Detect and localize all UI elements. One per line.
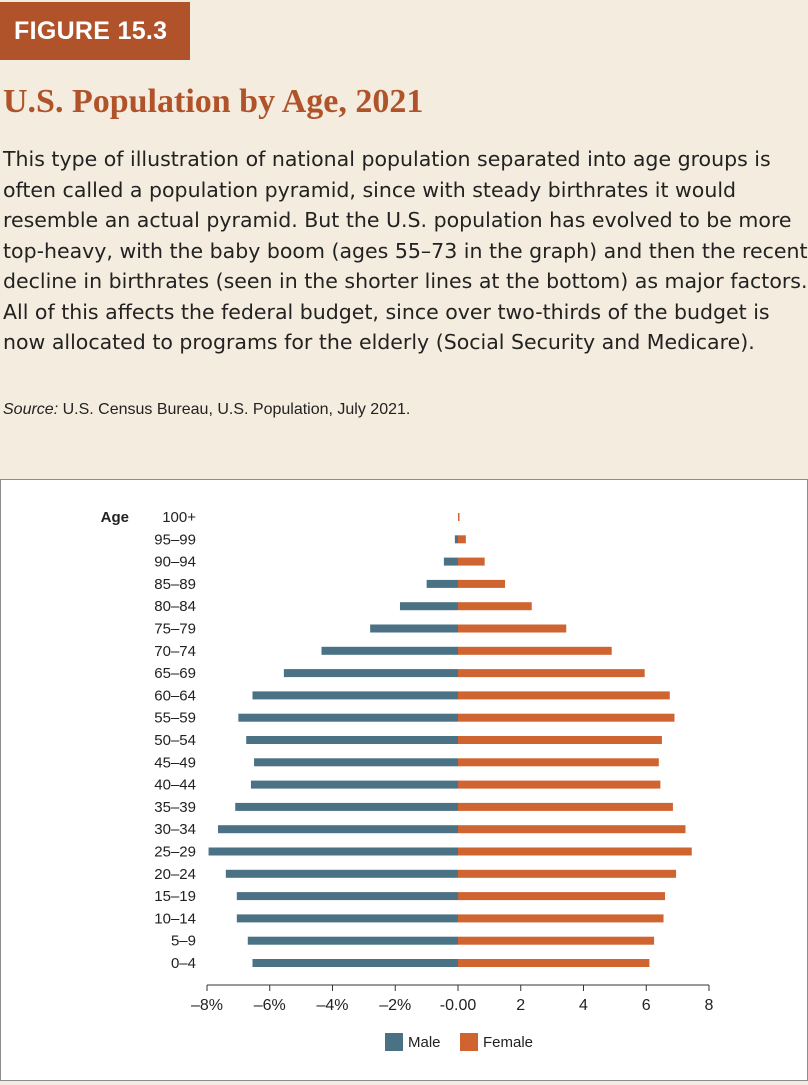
age-group-label: 80–84 [154, 598, 196, 615]
legend-female-swatch [460, 1033, 478, 1051]
female-bar [458, 780, 661, 789]
male-bar [443, 557, 458, 566]
population-pyramid-chart: Age 100+95–9990–9485–8980–8475–7970–7465–… [101, 509, 714, 1051]
male-bar [254, 758, 458, 767]
x-tick-label: –6% [254, 997, 286, 1014]
female-bar [458, 825, 686, 834]
age-group-label: 70–74 [154, 643, 196, 660]
age-group-label: 5–9 [171, 933, 196, 950]
female-bar [458, 557, 485, 566]
male-bar [283, 669, 458, 678]
female-bar [458, 914, 664, 923]
female-bar [458, 802, 673, 811]
male-bar [235, 802, 458, 811]
female-bar [458, 691, 670, 700]
female-bar [458, 847, 692, 856]
age-group-label: 15–19 [154, 888, 196, 905]
female-bar [458, 646, 612, 655]
male-bar [321, 646, 458, 655]
figure-label: FIGURE 15.3 [0, 2, 190, 60]
male-bar [246, 736, 458, 744]
female-bar [458, 892, 666, 901]
male-bar [399, 602, 458, 611]
x-tick-label: –8% [191, 997, 223, 1014]
female-bar [458, 669, 645, 678]
x-tick-label: 8 [705, 997, 714, 1014]
female-bar [458, 602, 532, 611]
male-bar [252, 691, 458, 700]
age-group-label: 30–34 [154, 821, 196, 838]
age-group-label: 100+ [162, 509, 196, 526]
age-group-label: 85–89 [154, 576, 196, 593]
chart-panel: Age 100+ 95–99 90–94 85–89 80–84 75–79 70–74 65–… [0, 479, 808, 1081]
female-bar [458, 535, 466, 544]
age-group-label: 25–29 [154, 844, 196, 861]
y-axis-label: Age [101, 509, 129, 526]
x-tick-label: 6 [642, 997, 651, 1014]
male-bar [225, 869, 458, 878]
male-bar [426, 579, 458, 588]
x-tick-label: 4 [579, 997, 588, 1014]
source-label: Source: [3, 401, 59, 418]
age-group-label: 40–44 [154, 777, 196, 794]
female-bar [458, 758, 659, 767]
source-line: Source: U.S. Census Bureau, U.S. Populat… [3, 401, 410, 419]
male-bar [247, 936, 458, 945]
male-bar [208, 847, 458, 856]
legend-male-label: Male [408, 1034, 441, 1051]
legend-male-swatch [385, 1033, 403, 1051]
male-bar [217, 825, 458, 834]
figure-title: U.S. Population by Age, 2021 [3, 83, 424, 120]
female-bar [458, 936, 655, 945]
male-bar [236, 892, 458, 901]
male-bar [238, 713, 458, 722]
age-group-label: 50–54 [154, 732, 196, 749]
female-bar [458, 579, 506, 588]
female-bar [458, 713, 675, 722]
age-group-label: 10–14 [154, 910, 196, 927]
female-bar [458, 513, 460, 521]
age-group-label: 60–64 [154, 687, 196, 704]
age-group-label: 0–4 [171, 955, 196, 972]
female-bar [458, 624, 567, 633]
female-bar [458, 959, 650, 967]
female-bar [458, 869, 677, 878]
age-group-label: 75–79 [154, 621, 196, 638]
male-bar [454, 535, 458, 544]
age-group-label: 35–39 [154, 799, 196, 816]
male-bar [370, 624, 458, 633]
source-text: U.S. Census Bureau, U.S. Population, Jul… [58, 401, 411, 418]
male-bar [252, 959, 458, 967]
age-group-label: 45–49 [154, 754, 196, 771]
age-group-label: 20–24 [154, 866, 196, 883]
x-tick-label: 2 [516, 997, 525, 1014]
x-tick-label: -0.00 [440, 997, 477, 1014]
figure-caption: This type of illustration of national po… [3, 147, 808, 354]
age-group-label: 65–69 [154, 665, 196, 682]
x-tick-label: –2% [379, 997, 411, 1014]
male-bar [236, 914, 458, 923]
legend-female-label: Female [483, 1034, 533, 1051]
x-tick-label: –4% [316, 997, 348, 1014]
male-bar [250, 780, 458, 789]
age-group-label: 55–59 [154, 710, 196, 727]
age-group-label: 90–94 [154, 554, 196, 571]
female-bar [458, 736, 662, 744]
age-group-label: 95–99 [154, 531, 196, 548]
